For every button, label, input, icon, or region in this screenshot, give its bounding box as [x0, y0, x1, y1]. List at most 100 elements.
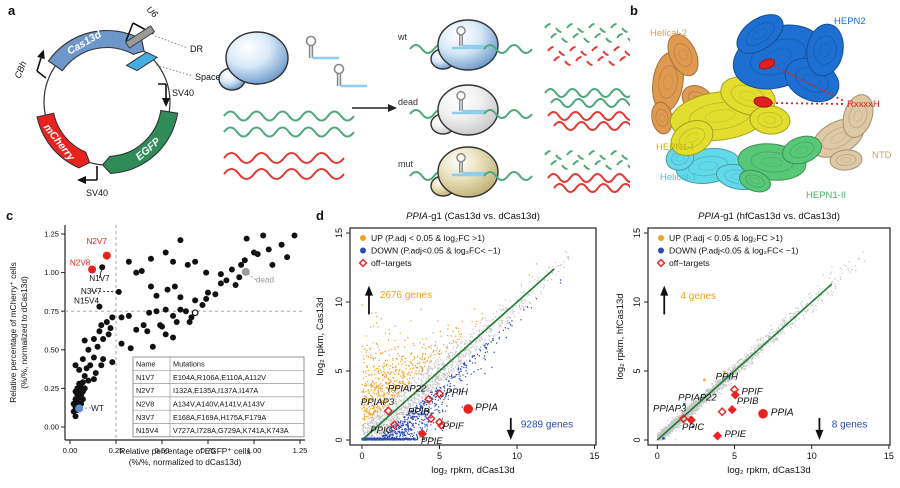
- grna-hairpin: [456, 90, 487, 113]
- gene-label-PPIA: PPIA: [771, 407, 794, 418]
- panel-d-right-canvas: PPIA-g1 (hfCas13d vs. dCas13d) 0 0 5 5 10 10 15…: [615, 211, 894, 476]
- y-tick-label: 15: [334, 228, 344, 238]
- gene-label-PPIF: PPIF: [443, 421, 465, 432]
- gene-label-PPIH: PPIH: [716, 371, 738, 382]
- domain-hepn1-i: [669, 76, 791, 157]
- promoter-label-cbh: CBh: [13, 60, 29, 80]
- panel-letter-b: b: [630, 3, 638, 18]
- named-point-N1V7: [99, 264, 106, 271]
- panel-a-plasmid-schematic: Cas13d mCherry EGFP CBh U6 SV40 SV40 DR Spacer wt…: [0, 0, 643, 205]
- cloud-down: [361, 279, 562, 441]
- gene-arc-egfp: [101, 109, 179, 174]
- x-axis-title: log₂ rpkm, dCas13d: [727, 465, 810, 476]
- variant-label: dead: [398, 97, 418, 107]
- x-tick-label: 0.25: [109, 446, 124, 455]
- y-tick-label: 0.00: [44, 423, 59, 432]
- offtarget-marker-PPIB: [727, 405, 737, 415]
- cloud-up: [361, 263, 538, 427]
- data-points: [70, 232, 298, 420]
- variant-label: wt: [397, 32, 407, 42]
- identity-line: [656, 283, 833, 441]
- scatter-c: 0.00 0.00 0.25 0.25 0.50 0.50 0.75 0.75 1.00 1.00…: [8, 225, 307, 467]
- y-tick-label: 0: [334, 437, 344, 442]
- offtarget-marker-PPIAP22: [717, 407, 727, 417]
- offtarget-marker-PPIAP22: [424, 394, 434, 404]
- gene-label-PPIE: PPIE: [421, 436, 443, 447]
- named-point-N3V7: [115, 288, 122, 295]
- promoter-label-sv40-bottom: SV40: [86, 188, 108, 198]
- down-arrow-icon: [815, 429, 824, 440]
- target-gene-ppia: [758, 408, 768, 419]
- domain-ntd: [811, 94, 874, 171]
- point-label-N1V7: N1V7: [89, 274, 110, 283]
- gene-arc-mcherry: [36, 112, 91, 169]
- x-tick-label: 0: [359, 451, 364, 461]
- table-cell-mutations: A134V,A140V,A141V,A143V: [173, 400, 265, 409]
- x-tick-label: 5: [437, 451, 442, 461]
- domain-hepn2: [732, 14, 844, 103]
- y-axis-title: log₂ rpkm, hfCas13d: [615, 293, 626, 379]
- panel-d-right-scatter: PPIA-g1 (hfCas13d vs. dCas13d) 0 0 5 5 10 10 15…: [610, 205, 900, 488]
- offtarget-marker-PPIE: [712, 431, 723, 441]
- offtarget-marker-PPIAP3: [678, 414, 689, 424]
- y-tick-label: 15: [632, 228, 642, 238]
- table-cell-mutations: V727A,I728A,G729A,K741A,K743A: [173, 426, 289, 435]
- legend-label-0: UP (P.adj < 0.05 & log₂FC >1): [669, 233, 783, 243]
- motif-label-rxxxxh: RxxxxH: [847, 99, 880, 110]
- table-cell-name: N15V4: [136, 426, 158, 435]
- legend-marker-1: [360, 247, 366, 254]
- offtarget-marker-PPIF: [434, 417, 445, 427]
- legend-label-2: off−targets: [371, 258, 412, 268]
- named-point-dead: [241, 267, 250, 276]
- chart-title: PPIA-g1 (hfCas13d vs. dCas13d): [698, 211, 840, 222]
- x-axis-title: log₂ rpkm, dCas13d: [431, 465, 514, 476]
- point-label-N15V4: N15V4: [74, 296, 99, 305]
- spacer-element: [125, 51, 159, 72]
- offtarget-marker-PPIF: [730, 390, 740, 400]
- y-tick-label: 10: [334, 297, 344, 307]
- y-tick-label: 1.00: [44, 268, 59, 277]
- offtarget-marker-PPIH: [434, 389, 445, 399]
- promoter-label-u6: U6: [145, 4, 160, 19]
- gene-label-PPIE: PPIE: [724, 429, 746, 440]
- gene-label-PPIAP22: PPIAP22: [678, 393, 717, 404]
- offtarget-marker-PPIC: [686, 415, 696, 425]
- y-axis-subtitle: (%/%, normalized to dCas13d): [19, 276, 29, 389]
- arrow-right-icon: [388, 104, 397, 112]
- grna-hairpin: [305, 35, 339, 60]
- x-tick-label: 0.50: [155, 446, 170, 455]
- gene-label-PPIA: PPIA: [475, 403, 498, 414]
- y-tick-label: 0: [632, 437, 642, 442]
- panel-b-canvas: HEPN2 Helical-2 HEPN1-I Helical-1 HEPN1-II NT…: [650, 14, 892, 201]
- scatter-d: PPIA-g1 (Cas13d vs. dCas13d) 0 0 5 5 10 10 15 15…: [315, 211, 600, 476]
- x-tick-label: 5: [732, 451, 737, 461]
- x-tick-label: 0.75: [201, 446, 216, 455]
- gene-label-PPIC: PPIC: [682, 422, 704, 433]
- domain-label-hepn1-i: HEPN1-I: [656, 142, 693, 153]
- up-arrow-icon: [364, 285, 373, 296]
- y-tick-label: 0.75: [44, 307, 59, 316]
- domain-label-helical-1: Helical-1: [660, 172, 697, 183]
- y-tick-label: 5: [334, 368, 344, 373]
- domain-label-helical-2: Helical-2: [650, 28, 687, 39]
- spacer-label: Spacer: [195, 72, 224, 82]
- panel-letter-a: a: [8, 3, 16, 18]
- panel-c-canvas: 0.00 0.00 0.25 0.25 0.50 0.50 0.75 0.75 1.00 1.00…: [8, 225, 307, 467]
- table-cell-mutations: E168A,F169A,H175A,F179A: [173, 413, 266, 422]
- domain-hepn1-ii: [737, 135, 822, 193]
- domain-helical-2: [651, 33, 715, 135]
- gene-label-PPIB: PPIB: [737, 396, 759, 407]
- offtarget-marker-PPIAP3: [383, 406, 393, 416]
- offtarget-marker-PPIE: [417, 429, 428, 439]
- grna-hairpin: [456, 152, 487, 175]
- point-label-N2V7: N2V7: [86, 237, 107, 246]
- legend-marker-1: [658, 247, 664, 254]
- legend-marker-2: [358, 258, 368, 268]
- y-tick-label: 10: [632, 297, 642, 307]
- table-header-mutations: Mutations: [173, 360, 205, 369]
- cas13d-protein-blob: [225, 31, 289, 85]
- gene-arc-cas13d: [47, 29, 145, 72]
- table-cell-name: N2V7: [136, 386, 154, 395]
